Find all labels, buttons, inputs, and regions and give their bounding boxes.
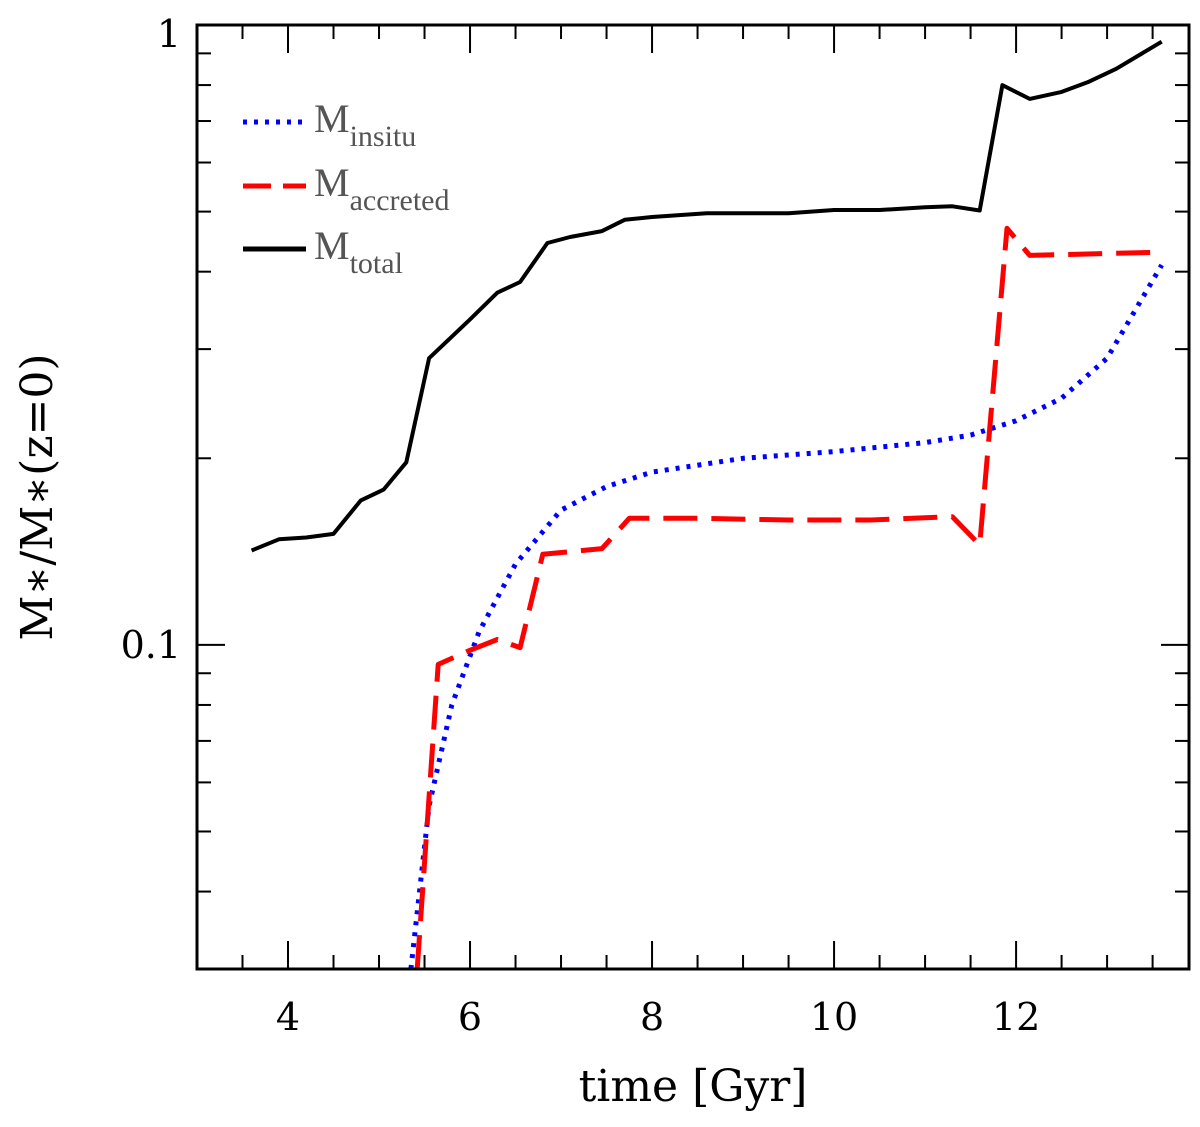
series-layer: [250, 39, 1164, 969]
plot-frame: [195, 23, 1191, 971]
series-line-insitu: [408, 263, 1164, 969]
plot-area: [195, 23, 1191, 971]
legend-label-accreted: Maccreted: [314, 160, 449, 217]
legend-label-main: M: [314, 223, 350, 268]
y-tick-label: 1: [157, 12, 181, 56]
legend-label-total: Mtotal: [314, 223, 403, 280]
series-line-total: [250, 39, 1163, 553]
x-tick-label: 10: [810, 995, 858, 1039]
x-tick-label: 8: [640, 995, 664, 1039]
ticks-layer: [197, 24, 1189, 970]
legend-label-main: M: [314, 160, 350, 205]
legend-label-sub: insitu: [350, 120, 417, 153]
x-tick-label: 12: [992, 995, 1040, 1039]
x-tick-label: 4: [276, 995, 300, 1039]
legend-label-sub: accreted: [350, 184, 450, 217]
x-axis-label: time [Gyr]: [579, 1061, 808, 1112]
series-line-accreted: [414, 225, 1162, 969]
legend-label-main: M: [314, 96, 350, 141]
x-tick-label: 6: [458, 995, 482, 1039]
y-tick-label: 0.1: [121, 623, 181, 667]
legend-label-insitu: Minsitu: [314, 96, 416, 153]
legend-label-sub: total: [350, 247, 403, 280]
y-axis-label-text: M∗/M∗(z=0): [12, 353, 63, 640]
tick-labels: 4 6 8 10 12 0.1 1: [121, 12, 1041, 1039]
y-axis-label: M∗/M∗(z=0): [12, 353, 63, 640]
